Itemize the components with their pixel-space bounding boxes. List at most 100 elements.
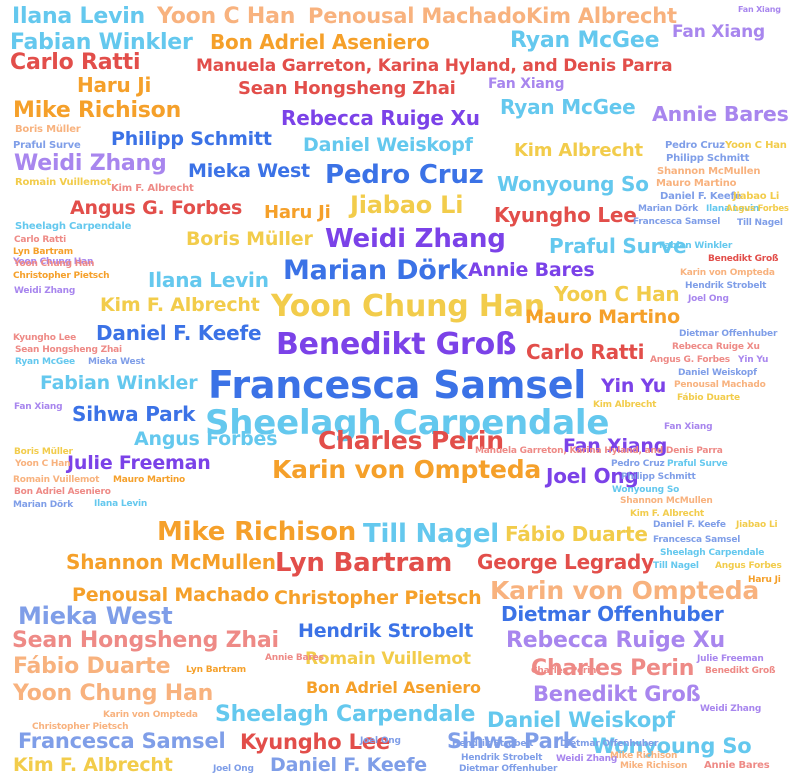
cloud-word: Daniel Weiskopf	[678, 368, 757, 378]
cloud-word: Pedro Cruz	[611, 459, 665, 469]
cloud-word: Fábio Duarte	[13, 654, 171, 679]
cloud-word: Daniel F. Keefe	[96, 321, 262, 345]
cloud-word: Weidi Zhang	[700, 704, 762, 714]
cloud-word: Boris Müller	[15, 124, 81, 135]
cloud-word: Yoon C Han	[554, 282, 680, 306]
cloud-word: Angus G. Forbes	[650, 355, 730, 365]
cloud-word: Christopher Pietsch	[13, 271, 110, 281]
cloud-word: Fan Xiang	[14, 402, 63, 412]
cloud-word: Kyungho Lee	[240, 730, 390, 754]
cloud-word: Fan Xiang	[563, 435, 668, 457]
cloud-word: Ryan McGee	[15, 357, 75, 367]
cloud-word: Kim F. Albrecht	[13, 754, 173, 776]
cloud-word: Dietmar Offenhuber	[679, 329, 778, 339]
cloud-word: Ryan McGee	[510, 28, 660, 53]
cloud-word: Jiabao Li	[736, 520, 778, 530]
cloud-word: Julie Freeman	[697, 654, 764, 664]
cloud-word: Annie Bares	[468, 259, 595, 281]
cloud-word: Romain Vuillemot	[13, 475, 100, 485]
cloud-word: Yin Yu	[601, 375, 667, 397]
cloud-word: Fan Xiang	[488, 76, 565, 92]
cloud-word: Philipp Schmitt	[666, 153, 750, 164]
cloud-word: Angus Forbes	[715, 561, 782, 571]
cloud-word: Jiabao Li	[350, 191, 464, 219]
cloud-word: Kim F. Albrecht	[630, 509, 705, 519]
cloud-word: Romain Vuillemot	[305, 649, 471, 669]
cloud-word: Annie Bares	[704, 760, 770, 771]
cloud-word: Wonyoung So	[497, 172, 649, 196]
cloud-word: Christopher Pietsch	[32, 722, 129, 732]
cloud-word: Rebecca Ruige Xu	[672, 342, 760, 352]
cloud-word: Praful Surve	[13, 140, 81, 151]
cloud-word: Fan Xiang	[738, 5, 781, 14]
cloud-word: Annie Bares	[652, 102, 789, 126]
cloud-word: Mauro Martino	[525, 306, 680, 328]
cloud-word: Sihwa Park	[447, 729, 577, 753]
cloud-word: Boris Müller	[14, 447, 73, 457]
cloud-word: Lyn Bartram	[186, 665, 246, 675]
cloud-word: Hendrik Strobelt	[452, 739, 534, 749]
cloud-word: Kim F. Albrecht	[100, 294, 260, 316]
cloud-word: Angus Forbes	[726, 204, 789, 214]
cloud-word: Karin von Ompteda	[680, 268, 775, 278]
cloud-word: Francesca Samsel	[18, 729, 226, 753]
cloud-word: Penousal Machado	[72, 584, 269, 606]
cloud-word: Sean Hongsheng Zhai	[15, 345, 122, 355]
cloud-word: Marian Dörk	[638, 204, 699, 214]
cloud-word: Boris Müller	[186, 228, 313, 250]
cloud-word: Yoon Chung Han	[271, 289, 545, 324]
cloud-word: Mieka West	[188, 160, 310, 182]
cloud-word: Marian Dörk	[283, 255, 468, 286]
cloud-word: Karin von Ompteda	[490, 576, 760, 605]
cloud-word: Pedro Cruz	[325, 160, 484, 190]
cloud-word: Hendrik Strobelt	[685, 281, 767, 291]
cloud-word: Carlo Ratti	[14, 235, 67, 245]
cloud-word: Sheelagh Carpendale	[15, 221, 132, 232]
cloud-word: Benedikt Groß	[533, 682, 701, 706]
cloud-word: Manuela Garreton, Karina Hyland, and Den…	[475, 446, 723, 456]
cloud-word: George Legrady	[477, 550, 654, 574]
cloud-word: Annie Bares	[265, 653, 324, 663]
cloud-word: Yin Yu	[738, 355, 769, 365]
cloud-word: Julie Freeman	[67, 452, 211, 474]
cloud-word: Benedikt Groß	[705, 666, 776, 676]
cloud-word: Sean Hongsheng Zhai	[238, 78, 456, 99]
cloud-word: Haru Ji	[264, 202, 331, 223]
cloud-word: Fabian Winkler	[659, 241, 733, 251]
cloud-word: Bon Adriel Aseniero	[306, 678, 481, 697]
cloud-word: Pedro Cruz	[665, 140, 725, 151]
cloud-word: Joel Ong	[546, 464, 639, 488]
cloud-word: Charles Perin	[531, 666, 597, 676]
cloud-word: Shannon McMullen	[66, 550, 276, 574]
cloud-word: Yoon C Han	[725, 140, 787, 151]
cloud-word: Bon Adriel Aseniero	[210, 30, 430, 54]
cloud-word: Shannon McMullen	[657, 166, 761, 177]
cloud-word: Weidi Zhang	[325, 224, 506, 254]
cloud-word: Fan Xiang	[664, 422, 713, 432]
cloud-word: Daniel F. Keefe	[653, 520, 726, 530]
cloud-word: Kyungho Lee	[494, 203, 637, 227]
cloud-word: Angus Forbes	[134, 428, 278, 450]
cloud-word: Kim F. Albrecht	[111, 183, 194, 194]
cloud-word: Wonyoung So	[612, 485, 680, 495]
cloud-word: Christopher Pietsch	[274, 587, 482, 609]
cloud-word: Fábio Duarte	[505, 522, 648, 546]
cloud-word: Karin von Ompteda	[272, 455, 542, 484]
cloud-word: Sheelagh Carpendale	[215, 702, 476, 727]
cloud-word: Ilana Levin	[94, 499, 148, 509]
cloud-word: Jiabao Li	[733, 191, 780, 202]
cloud-word: Benedikt Groß	[708, 254, 779, 264]
cloud-word: Fan Xiang	[672, 22, 765, 42]
cloud-word: Daniel F. Keefe	[270, 754, 427, 776]
cloud-word: Mike Richison	[610, 751, 678, 761]
cloud-word: Weidi Zhang	[556, 754, 618, 764]
cloud-word: Kim Albrecht	[514, 140, 643, 161]
cloud-word: Wonyoung So	[592, 734, 752, 758]
cloud-word: Sihwa Park	[72, 402, 196, 426]
cloud-word: Angus G. Forbes	[70, 197, 243, 219]
cloud-word: Fabian Winkler	[40, 372, 198, 394]
cloud-word: Daniel Weiskopf	[487, 708, 675, 732]
cloud-word: Haru Ji	[77, 73, 152, 97]
cloud-word: Yoon C Han	[157, 4, 296, 29]
